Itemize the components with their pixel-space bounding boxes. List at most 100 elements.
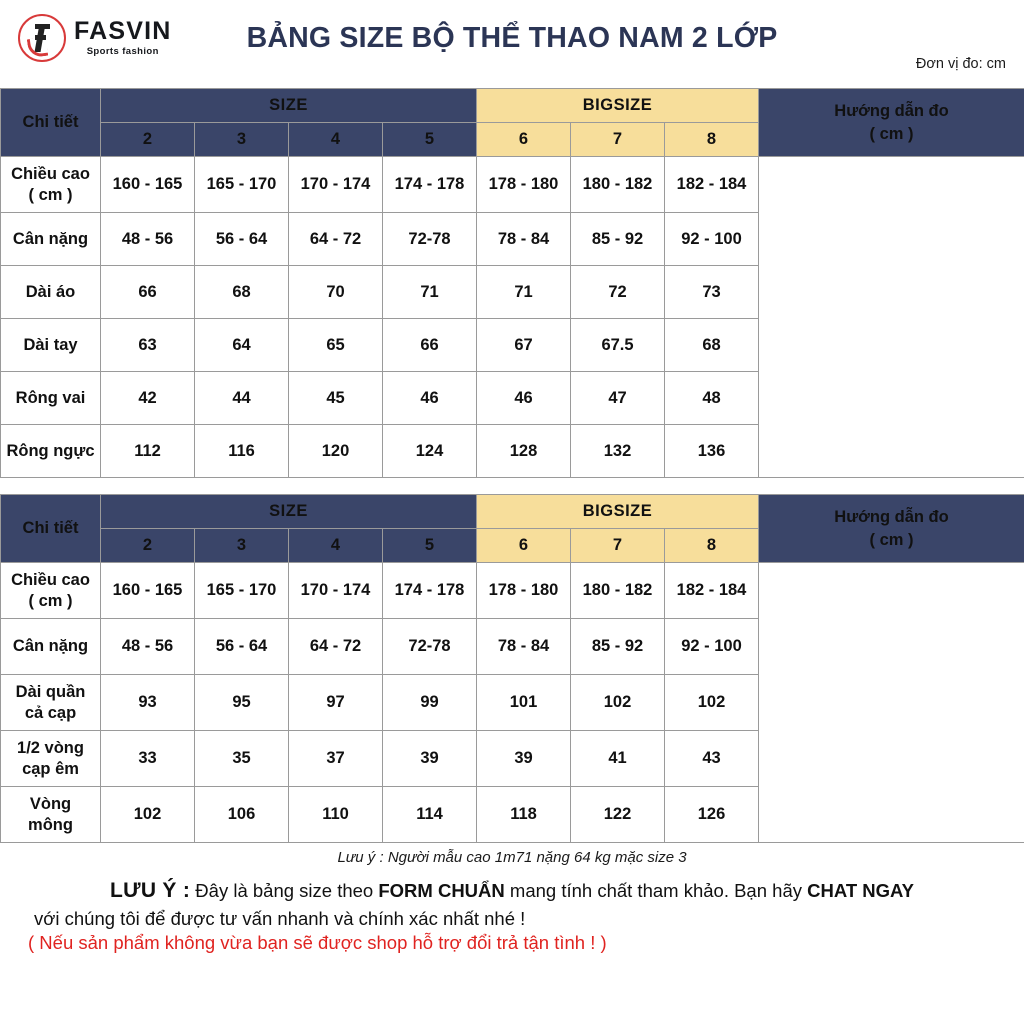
- cell: 124: [382, 424, 477, 478]
- row-label-line2: ( cm ): [28, 591, 73, 610]
- cell: 35: [194, 730, 289, 787]
- col-size-3: 3: [194, 528, 289, 563]
- col-size-5: 5: [382, 528, 477, 563]
- table-row: Dài quần cả cạp 93 95 97 99 101 102 102: [0, 674, 1024, 731]
- col-header-guide: Hướng dẫn đo ( cm ): [758, 494, 1024, 563]
- fasvin-logo-icon: [18, 14, 66, 62]
- row-label-line1: 1/2 vòng: [17, 738, 84, 757]
- col-size-2: 2: [100, 528, 195, 563]
- cell: 92 - 100: [663, 618, 760, 675]
- guide-title-line1: Hướng dẫn đo: [834, 508, 949, 527]
- cell: 33: [100, 730, 195, 787]
- cell: 66: [382, 318, 477, 372]
- row-label-hip: Vòng mông: [0, 786, 101, 843]
- table-row: 1/2 vòng cạp êm 33 35 37 39 39 41 43: [0, 730, 1024, 787]
- cell: 72-78: [382, 212, 477, 266]
- col-size-6: 6: [476, 122, 571, 157]
- cell: 68: [194, 265, 289, 319]
- cell: 165 - 170: [194, 156, 289, 213]
- cell: 116: [194, 424, 289, 478]
- cell: 85 - 92: [570, 618, 665, 675]
- cell: 71: [382, 265, 477, 319]
- warning-text-2: mang tính chất tham khảo. Bạn hãy: [509, 880, 802, 901]
- col-size-6: 6: [476, 528, 571, 563]
- cell: 182 - 184: [663, 562, 760, 619]
- cell: 97: [288, 674, 383, 731]
- cell: 102: [663, 674, 760, 731]
- cell: 47: [570, 371, 665, 425]
- cell: 39: [476, 730, 571, 787]
- row-label-line2: cả cạp: [24, 703, 77, 722]
- cell: 64 - 72: [288, 618, 383, 675]
- cell: 71: [476, 265, 571, 319]
- cell: 93: [100, 674, 195, 731]
- cell: 174 - 178: [382, 562, 477, 619]
- cell: 182 - 184: [663, 156, 760, 213]
- col-size-8: 8: [663, 122, 760, 157]
- row-label-weight: Cân nặng: [0, 212, 101, 266]
- cell: 44: [194, 371, 289, 425]
- cell: 45: [288, 371, 383, 425]
- warning-text-1: Đây là bảng size theo: [195, 880, 374, 901]
- cell: 136: [663, 424, 760, 478]
- guide-title-line1: Hướng dẫn đo: [834, 102, 949, 121]
- cell: 64 - 72: [288, 212, 383, 266]
- pants-guide-illustration: Vòng bụng 81 - 85 cm ) Vòng mông ( 106 c…: [758, 562, 1024, 843]
- cell: 48 - 56: [100, 212, 195, 266]
- col-size-4: 4: [288, 122, 383, 157]
- page-footer: Lưu ý : Người mẫu cao 1m71 nặng 64 kg mặ…: [0, 849, 1024, 954]
- row-label-shoulder-width: Rông vai: [0, 371, 101, 425]
- row-label-line2: ( cm ): [28, 185, 73, 204]
- col-group-bigsize: BIGSIZE: [475, 88, 760, 123]
- cell: 66: [100, 265, 195, 319]
- warning-note: LƯU Ý : Đây là bảng size theo FORM CHUẨN…: [0, 875, 1024, 907]
- row-label-half-waistband: 1/2 vòng cạp êm: [0, 730, 101, 787]
- cell: 110: [288, 786, 383, 843]
- col-size-3: 3: [194, 122, 289, 157]
- table-row: Cân nặng 48 - 56 56 - 64 64 - 72 72-78 7…: [0, 618, 1024, 675]
- size-table-top: Chi tiết SIZE BIGSIZE Hướng dẫn đo ( cm …: [0, 88, 1024, 478]
- cell: 70: [288, 265, 383, 319]
- cell: 114: [382, 786, 477, 843]
- row-label-weight: Cân nặng: [0, 618, 101, 675]
- cell: 78 - 84: [476, 212, 571, 266]
- cell: 178 - 180: [476, 562, 571, 619]
- warning-prefix: LƯU Ý :: [109, 879, 191, 902]
- cell: 95: [194, 674, 289, 731]
- cell: 63: [100, 318, 195, 372]
- guide-title-line2: ( cm ): [869, 124, 914, 143]
- row-label-line1: Chiều cao: [11, 164, 90, 183]
- cell: 78 - 84: [476, 618, 571, 675]
- table-row: Chiều cao ( cm ) 160 - 165 165 - 170 170…: [0, 562, 1024, 843]
- cell: 128: [476, 424, 571, 478]
- cell: 118: [476, 786, 571, 843]
- cell: 67.5: [570, 318, 665, 372]
- model-note: Lưu ý : Người mẫu cao 1m71 nặng 64 kg mặ…: [337, 849, 687, 866]
- exchange-policy-note: ( Nếu sản phẩm không vừa bạn sẽ được sho…: [28, 931, 607, 953]
- cell: 120: [288, 424, 383, 478]
- cell: 132: [570, 424, 665, 478]
- cell: 170 - 174: [288, 562, 383, 619]
- row-label-sleeve-length: Dài tay: [0, 318, 101, 372]
- cell: 67: [476, 318, 571, 372]
- row-label-height: Chiều cao ( cm ): [0, 156, 101, 213]
- row-label-shirt-length: Dài áo: [0, 265, 101, 319]
- cell: 170 - 174: [288, 156, 383, 213]
- cell: 102: [100, 786, 195, 843]
- cell: 72: [570, 265, 665, 319]
- row-label-height: Chiều cao ( cm ): [0, 562, 101, 619]
- row-label-line2: cạp êm: [22, 759, 79, 778]
- col-size-2: 2: [100, 122, 195, 157]
- col-size-8: 8: [663, 528, 760, 563]
- jacket-guide-illustration: Vai ( 44 cm ) Ngực (116 cm) Dài áo ( 68 …: [758, 156, 1024, 478]
- cell: 99: [382, 674, 477, 731]
- row-label-line1: Chiều cao: [11, 570, 90, 589]
- col-size-4: 4: [288, 528, 383, 563]
- brand-name: FASVIN: [74, 17, 172, 46]
- table-row: Vòng mông 102 106 110 114 118 122 126: [0, 786, 1024, 843]
- row-label-line2: mông: [28, 815, 73, 834]
- cell: 46: [382, 371, 477, 425]
- table-row: Dài tay 63 64 65 66 67 67.5 68: [0, 318, 1024, 372]
- warning-note-line2: với chúng tôi để được tư vấn nhanh và ch…: [34, 907, 526, 929]
